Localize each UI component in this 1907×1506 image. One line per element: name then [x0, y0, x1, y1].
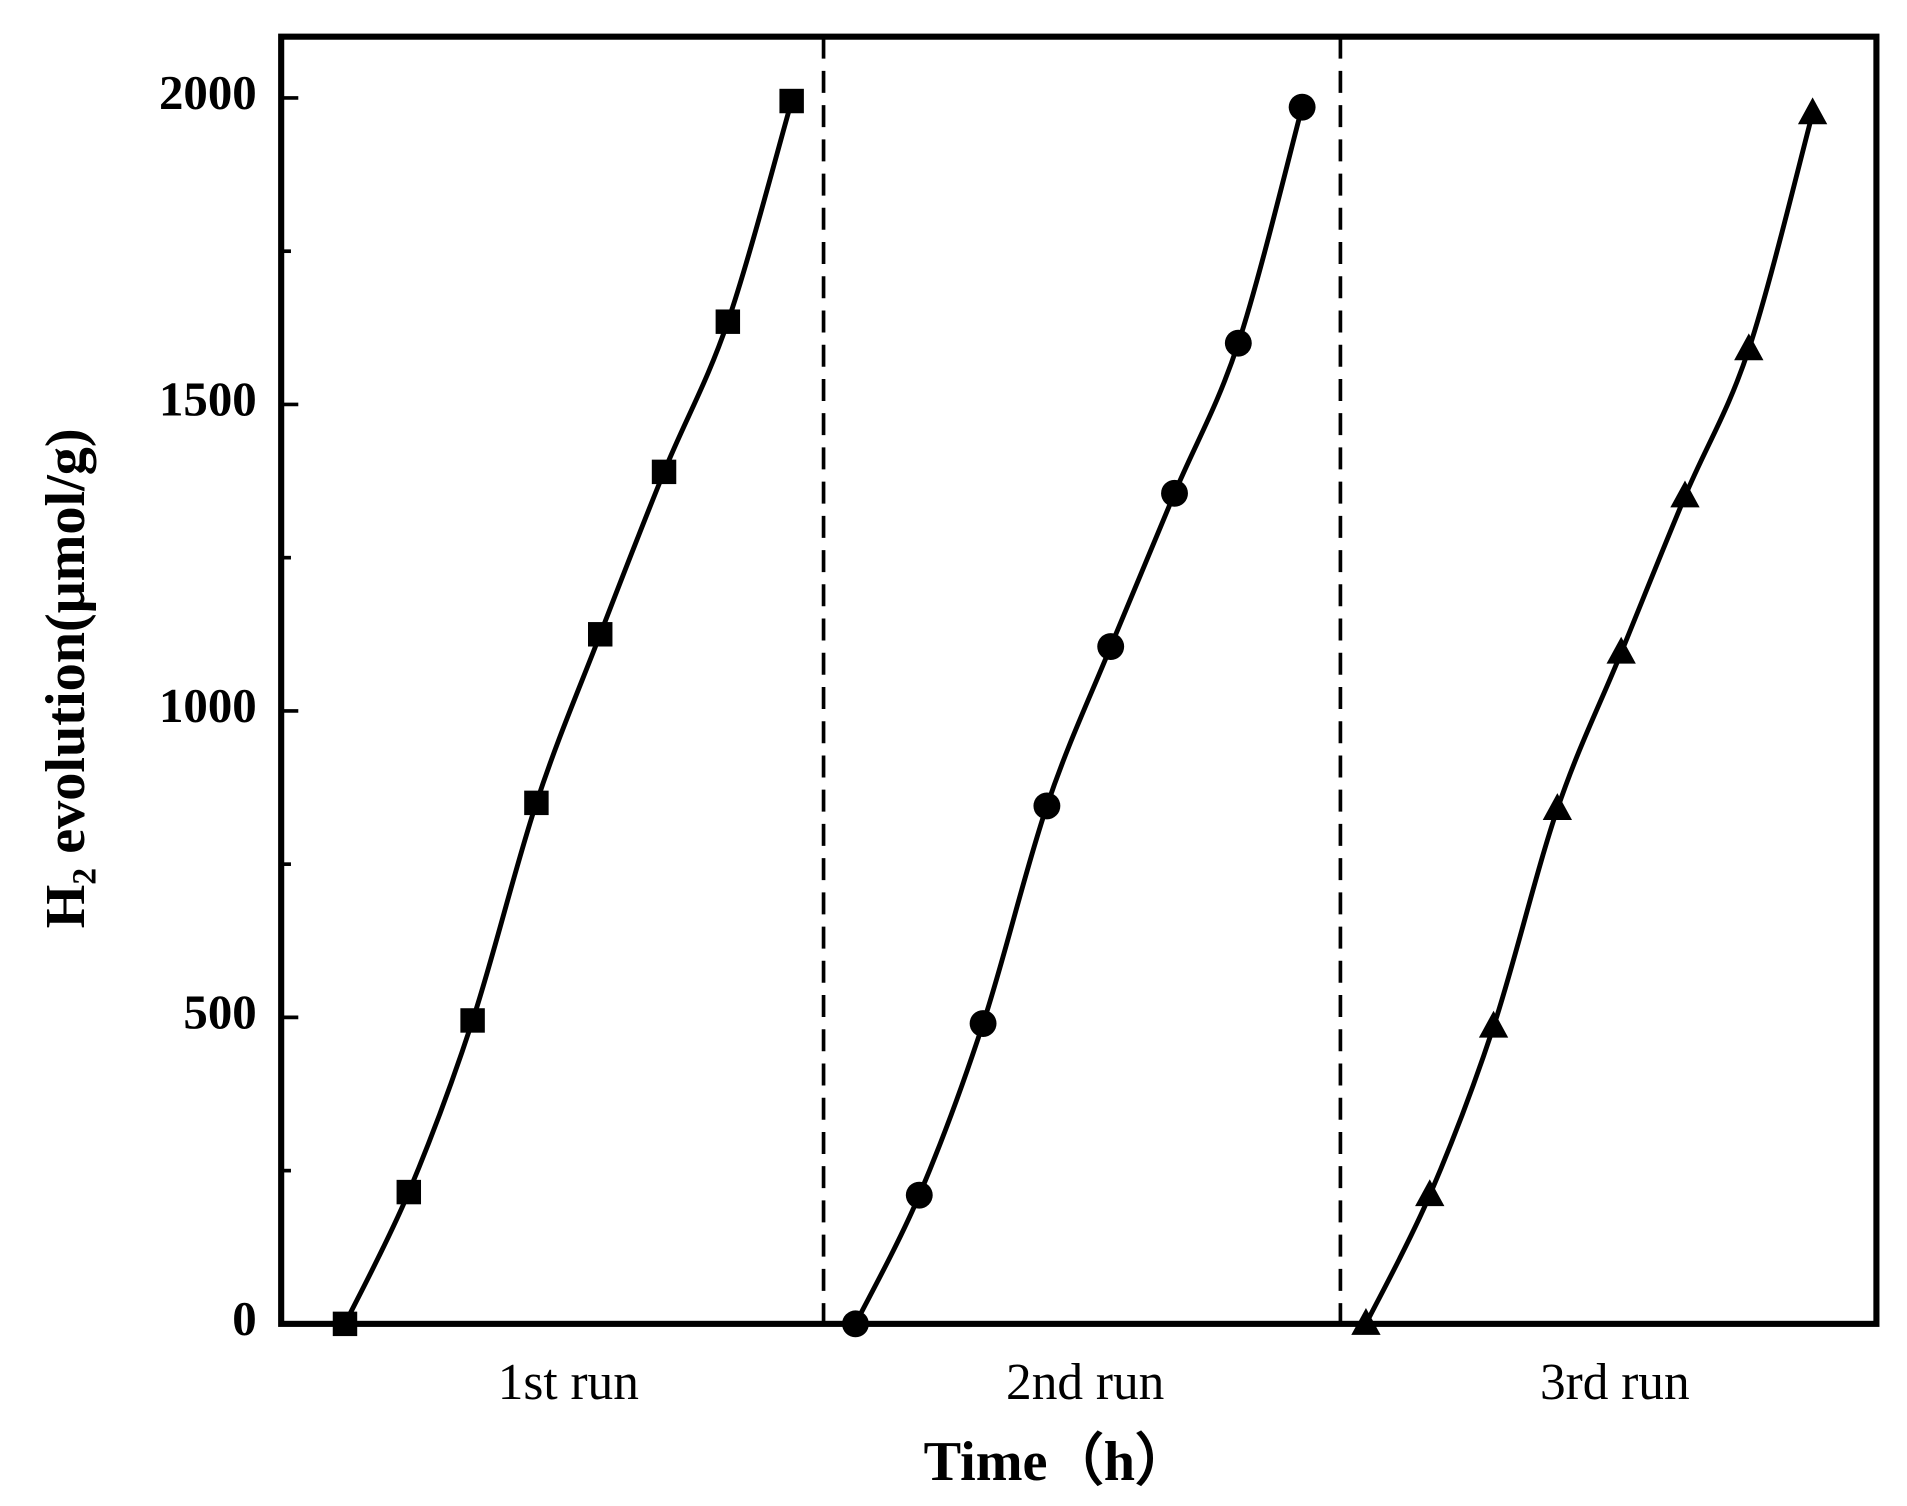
- marker-square: [524, 790, 549, 816]
- marker-triangle: [1542, 793, 1573, 820]
- x-tick-label: 2nd run: [1006, 1354, 1164, 1411]
- plot-frame: [278, 33, 1880, 1327]
- marker-circle: [969, 1010, 997, 1037]
- marker-triangle: [1606, 636, 1636, 664]
- series-line: [853, 106, 1305, 1325]
- marker-square: [588, 622, 613, 647]
- marker-square: [651, 459, 677, 485]
- marker-triangle: [1734, 333, 1764, 361]
- series-line: [1363, 112, 1815, 1325]
- marker-triangle: [1670, 480, 1700, 508]
- y-tick-label: 0: [232, 1291, 256, 1346]
- x-tick-label: 1st run: [498, 1354, 639, 1411]
- marker-triangle: [1415, 1179, 1445, 1207]
- marker-circle: [1224, 329, 1252, 357]
- x-tick-label: 3rd run: [1540, 1354, 1690, 1411]
- marker-square: [396, 1179, 422, 1205]
- y-axis-title: H₂ evolution(μmol/g): [35, 428, 97, 928]
- marker-square: [715, 309, 741, 334]
- marker-square: [779, 88, 804, 114]
- x-axis-title: Time（h）: [924, 1430, 1192, 1493]
- marker-circle: [1288, 93, 1316, 121]
- y-tick-label: 1500: [159, 372, 257, 427]
- marker-circle: [905, 1181, 933, 1209]
- y-tick-label: 1000: [159, 678, 257, 733]
- marker-circle: [1161, 479, 1188, 507]
- y-tick-label: 500: [183, 985, 256, 1040]
- series-line: [342, 100, 795, 1325]
- y-tick-label: 2000: [159, 65, 257, 120]
- marker-triangle: [1797, 97, 1828, 125]
- marker-circle: [1033, 792, 1061, 820]
- marker-square: [460, 1008, 485, 1033]
- marker-triangle: [1478, 1010, 1509, 1038]
- marker-circle: [1097, 633, 1125, 661]
